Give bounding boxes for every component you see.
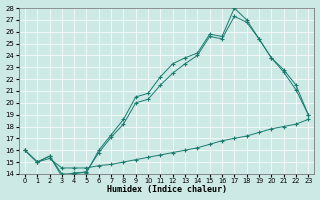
X-axis label: Humidex (Indice chaleur): Humidex (Indice chaleur) <box>107 185 227 194</box>
